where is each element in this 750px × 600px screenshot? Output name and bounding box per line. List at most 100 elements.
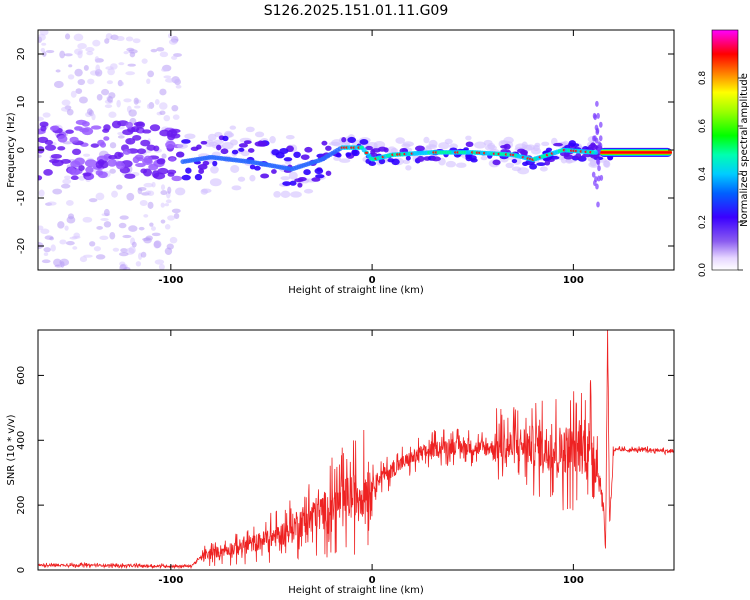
spectral-blob bbox=[167, 33, 173, 39]
spectral-blob bbox=[84, 159, 97, 168]
spectral-blob bbox=[171, 55, 178, 60]
spectral-blob bbox=[143, 214, 149, 218]
spectral-blob bbox=[86, 51, 94, 56]
colorbar-gradient bbox=[711, 29, 739, 271]
spectral-blob bbox=[126, 192, 135, 201]
spectral-blob bbox=[95, 254, 106, 260]
spectral-blob bbox=[438, 142, 450, 150]
colorbar-tick-label: 0.8 bbox=[698, 71, 708, 86]
spectral-blob bbox=[171, 175, 182, 182]
spectral-blob bbox=[279, 147, 289, 155]
spectral-blob bbox=[75, 119, 87, 125]
spectral-blob bbox=[38, 241, 44, 249]
spectral-blob bbox=[103, 136, 110, 141]
spectral-blob bbox=[67, 166, 76, 175]
spectral-blob bbox=[159, 51, 169, 58]
spectral-blob bbox=[59, 258, 70, 266]
spectral-blob bbox=[154, 98, 160, 105]
spectral-blob bbox=[592, 180, 597, 187]
spectral-blob bbox=[431, 156, 441, 162]
spectral-blob bbox=[38, 175, 43, 181]
spectral-blob bbox=[149, 222, 154, 227]
spectral-blob bbox=[55, 69, 61, 73]
colorbar: 0.0 0.2 0.4 0.6 0.8 Normalized spectral ampl… bbox=[698, 29, 750, 278]
spectral-blob bbox=[123, 98, 132, 103]
spectral-blob bbox=[151, 226, 156, 231]
colorbar-tick-label: 0.4 bbox=[698, 167, 708, 182]
spectral-blob bbox=[564, 145, 571, 149]
spectral-blob bbox=[163, 114, 171, 122]
spectral-blob bbox=[96, 226, 103, 230]
spectral-blob bbox=[198, 168, 205, 174]
spectral-blob bbox=[151, 232, 161, 237]
spectral-blob bbox=[78, 96, 88, 104]
spectral-blob bbox=[92, 39, 101, 47]
spectral-blob bbox=[254, 165, 261, 171]
spectral-blob bbox=[222, 135, 229, 142]
spectral-blob bbox=[144, 190, 152, 196]
spectral-blob bbox=[104, 104, 113, 109]
spectral-blob bbox=[575, 153, 582, 159]
spectral-blob bbox=[151, 181, 156, 188]
spectral-blob bbox=[492, 159, 501, 166]
spectral-blob bbox=[46, 201, 57, 206]
spectral-blob bbox=[297, 176, 307, 182]
spectral-blob bbox=[597, 165, 601, 172]
snr-x-label: Height of straight line (km) bbox=[288, 585, 424, 596]
spectral-blob bbox=[40, 125, 47, 132]
spectral-blob bbox=[88, 198, 98, 203]
spectral-blob bbox=[83, 64, 89, 71]
spectral-blob bbox=[125, 71, 136, 76]
spectral-blob bbox=[164, 224, 171, 230]
spectral-blob bbox=[221, 141, 234, 150]
spectral-blob bbox=[500, 140, 511, 145]
spectral-blob bbox=[140, 139, 151, 147]
spectral-blob bbox=[423, 136, 430, 144]
snr-y-tick-label: 600 bbox=[16, 366, 27, 385]
spectral-blob bbox=[96, 93, 103, 101]
spectral-blob bbox=[65, 240, 75, 246]
spectral-blob bbox=[230, 164, 240, 173]
spectral-blob bbox=[194, 173, 203, 181]
spectral-blob bbox=[128, 109, 137, 117]
spectral-blob bbox=[500, 144, 508, 149]
spectrogram-y-label: Frequency (Hz) bbox=[6, 112, 17, 188]
colorbar-tick-label: 0.0 bbox=[698, 263, 708, 278]
spectral-blob bbox=[64, 53, 73, 57]
spectral-blob bbox=[592, 135, 596, 142]
snr-chart: -100 0 100 0 200 400 600 Height of straight li… bbox=[6, 329, 675, 596]
spectral-blob bbox=[140, 168, 147, 174]
spectral-blob bbox=[595, 158, 600, 165]
colorbar-tick-label: 0.6 bbox=[698, 119, 708, 134]
snr-x-tick-label: 0 bbox=[369, 575, 376, 586]
spectral-blob bbox=[74, 48, 83, 55]
spectral-blob bbox=[167, 186, 172, 194]
spectral-blob bbox=[139, 200, 148, 207]
spectral-blob bbox=[511, 158, 518, 164]
spectral-blob bbox=[125, 36, 134, 42]
spectral-blob bbox=[115, 36, 125, 42]
spectral-blob bbox=[231, 149, 239, 155]
spectral-blob bbox=[159, 110, 166, 115]
spectral-blob bbox=[557, 155, 566, 161]
spectral-blob bbox=[289, 180, 297, 186]
spectral-blob bbox=[209, 178, 222, 187]
spectral-blob bbox=[52, 188, 63, 195]
spectral-blob bbox=[124, 173, 136, 179]
spectral-blob bbox=[135, 261, 142, 267]
spectral-blob bbox=[109, 168, 116, 174]
spectral-blob bbox=[44, 235, 54, 240]
spectral-blob bbox=[345, 152, 352, 157]
spectral-blob bbox=[122, 149, 131, 155]
spectral-blob bbox=[484, 144, 497, 151]
spectrogram-y-tick-label: -10 bbox=[16, 190, 27, 206]
spectral-blob bbox=[474, 141, 487, 149]
spectral-blob bbox=[74, 157, 85, 166]
spectral-blob bbox=[483, 139, 493, 146]
spectral-blob bbox=[591, 171, 596, 178]
spectral-blob bbox=[134, 105, 141, 109]
colorbar-label: Normalized spectral amplitude bbox=[739, 73, 750, 227]
spectral-blob bbox=[117, 135, 125, 139]
spectral-blob bbox=[364, 151, 369, 155]
